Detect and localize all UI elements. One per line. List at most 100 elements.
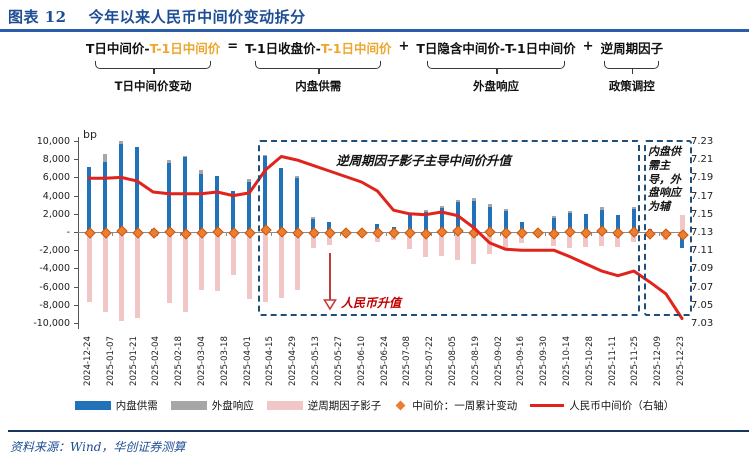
bar-domestic-supply-demand	[199, 173, 204, 232]
left-axis-tick-label: -6,000	[39, 281, 70, 293]
left-axis-tick-label: -10,000	[33, 318, 70, 329]
bar-external-response	[551, 215, 556, 219]
bar-countercyclical-shadow	[455, 232, 461, 261]
bar-external-response	[439, 206, 444, 209]
bar-domestic-supply-demand	[263, 156, 268, 232]
bar-countercyclical-shadow	[230, 232, 236, 275]
right-axis-tick-label: 7.11	[691, 245, 714, 257]
bar-external-response	[471, 197, 476, 202]
right-axis-tick-label: 7.19	[691, 172, 714, 184]
x-axis-tick	[499, 233, 501, 236]
annotation-countercyclical-text: 逆周期因子影子主导中间价升值	[336, 153, 512, 168]
bar-countercyclical-shadow	[423, 232, 429, 258]
bar-external-response	[503, 209, 508, 212]
underbrace	[604, 61, 660, 74]
bar-countercyclical-shadow	[214, 232, 220, 292]
bar-domestic-supply-demand	[119, 143, 124, 232]
bar-domestic-supply-demand	[231, 191, 236, 232]
bar-countercyclical-shadow	[471, 232, 477, 264]
bar-external-response	[423, 210, 428, 212]
formula-term: T日中间价-	[85, 41, 150, 56]
formula-term-highlight: T-1日中间价	[149, 41, 221, 56]
bar-domestic-supply-demand	[615, 214, 620, 232]
formula-term: T日隐含中间价-T-1日中间价	[416, 41, 576, 56]
bar-countercyclical-shadow	[182, 232, 188, 312]
left-axis-tick	[74, 213, 78, 215]
bar-countercyclical-shadow	[118, 232, 124, 322]
left-axis-unit: bp	[83, 128, 97, 141]
formula-group-domestic: T-1日收盘价-T-1日中间价 内盘供需	[245, 38, 391, 94]
bar-external-response	[263, 154, 268, 157]
x-axis-tick	[545, 233, 547, 236]
left-axis-tick-label: 10,000	[36, 136, 70, 147]
bar-domestic-supply-demand	[599, 210, 604, 232]
formula-group-label: 内盘供需	[295, 79, 342, 93]
x-axis-tick	[385, 233, 387, 236]
bar-countercyclical-shadow	[439, 232, 445, 256]
footer-divider	[8, 430, 749, 432]
right-axis-tick-label: 7.09	[691, 263, 714, 275]
legend-swatch-bar-icon	[266, 401, 303, 410]
bar-domestic-supply-demand	[135, 147, 140, 232]
bar-countercyclical-shadow	[503, 232, 509, 251]
bar-external-response	[119, 141, 124, 144]
bar-external-response	[599, 207, 604, 211]
formula-term: 逆周期因子	[600, 41, 664, 56]
x-axis-tick	[339, 233, 341, 236]
bar-countercyclical-shadow	[294, 232, 300, 291]
title-underline	[0, 29, 749, 32]
bar-countercyclical-shadow	[567, 232, 573, 249]
left-axis-tick-label: -8,000	[39, 299, 70, 311]
figure-title: 今年以来人民币中间价变动拆分	[88, 8, 306, 26]
formula-group-label: 政策调控	[608, 79, 655, 93]
bar-domestic-supply-demand	[167, 162, 172, 232]
underbrace	[427, 61, 565, 74]
bar-external-response	[167, 160, 172, 163]
x-axis-tick	[431, 233, 433, 236]
annotation-box-domestic	[644, 140, 692, 316]
legend-label: 人民币中间价（右轴）	[569, 400, 675, 412]
formula-term-highlight: T-1日中间价	[320, 41, 392, 56]
annotation-domestic-text: 内盘供需主导，外盘响应为辅	[648, 145, 681, 213]
bar-domestic-supply-demand	[423, 211, 428, 232]
right-axis-tick-label: 7.15	[691, 208, 714, 220]
bar-external-response	[199, 170, 204, 174]
bar-domestic-supply-demand	[311, 218, 316, 232]
chart-legend: 内盘供需 外盘响应 逆周期因子影子 中间价：一周累计变动 人民币中间价（右轴）	[0, 398, 749, 413]
bar-external-response	[631, 207, 636, 210]
legend-item: 中间价：一周累计变动	[394, 398, 517, 413]
bar-countercyclical-shadow	[262, 232, 268, 303]
bar-domestic-supply-demand	[439, 208, 444, 232]
right-axis-tick-label: 7.05	[691, 299, 714, 311]
x-axis-tick	[590, 233, 592, 236]
left-axis-tick	[74, 323, 78, 324]
left-axis-tick-label: 6,000	[42, 172, 70, 184]
bar-countercyclical-shadow	[583, 232, 589, 248]
bar-domestic-supply-demand	[295, 178, 300, 232]
bar-countercyclical-shadow	[599, 232, 605, 246]
formula-group-policy: 逆周期因子 政策调控	[601, 38, 664, 94]
x-axis-tick	[271, 233, 273, 236]
formula-group-label: T日中间价变动	[114, 79, 192, 93]
legend-item: 逆周期因子影子	[266, 398, 382, 413]
legend-swatch-bar-icon	[170, 401, 207, 410]
bar-domestic-supply-demand	[247, 181, 252, 232]
left-axis-tick	[74, 159, 78, 161]
source-note: 资料来源：Wind，华创证券测算	[10, 440, 186, 454]
left-axis-tick	[74, 195, 78, 197]
legend-item: 人民币中间价（右轴）	[530, 398, 674, 413]
legend-swatch-diamond-icon	[395, 400, 406, 411]
bar-external-response	[183, 155, 188, 158]
bar-countercyclical-shadow	[310, 232, 316, 249]
legend-label: 内盘供需	[115, 400, 158, 412]
legend-label: 中间价：一周累计变动	[412, 400, 518, 412]
legend-label: 逆周期因子影子	[307, 400, 382, 412]
plus-sign: +	[582, 39, 594, 54]
left-axis-tick-label: -	[66, 227, 70, 238]
plus-sign: +	[398, 39, 410, 54]
legend-item: 外盘响应	[170, 398, 254, 413]
right-axis-tick-label: 7.21	[691, 154, 714, 166]
